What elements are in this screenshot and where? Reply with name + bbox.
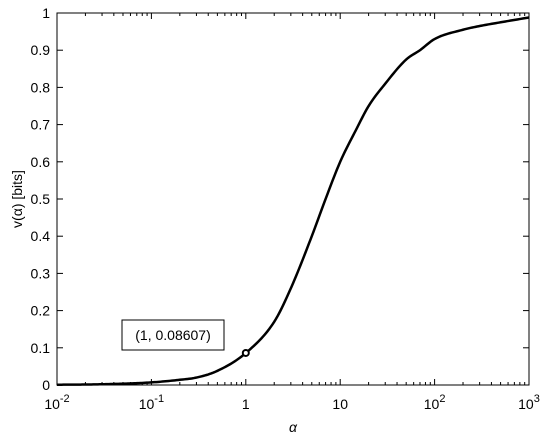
y-tick-label: 0.1 <box>31 340 51 356</box>
x-tick-label: 1 <box>242 396 250 412</box>
y-tick-label: 0.8 <box>31 79 51 95</box>
y-tick-label: 0.4 <box>31 228 51 244</box>
data-tip-text: (1, 0.08607) <box>135 327 211 343</box>
y-tick-label: 0.9 <box>31 42 51 58</box>
y-tick-label: 0.6 <box>31 154 51 170</box>
data-tip-annotation: (1, 0.08607) <box>121 319 225 351</box>
y-tick-label: 0.7 <box>31 117 51 133</box>
y-tick-label: 0.2 <box>31 303 51 319</box>
x-tick-label: 10-1 <box>139 393 164 412</box>
x-tick-label: 102 <box>424 393 446 412</box>
data-point-marker <box>241 348 250 357</box>
y-axis-label: v(α) [bits] <box>9 170 25 228</box>
x-axis-label: α <box>289 419 298 435</box>
y-tick-labels: 0 0.1 0.2 0.3 0.4 0.5 0.6 0.7 0.8 0.9 1 <box>31 5 51 393</box>
y-tick-label: 0.5 <box>31 191 51 207</box>
x-tick-label: 10 <box>332 396 348 412</box>
plot-frame <box>56 12 530 386</box>
series-line <box>56 16 530 386</box>
x-tick-label: 10-2 <box>44 393 69 412</box>
y-tick-label: 0.3 <box>31 265 51 281</box>
data-tip-box <box>121 319 225 351</box>
y-tick-label: 1 <box>42 5 50 21</box>
y-tick-label: 0 <box>42 377 50 393</box>
x-tick-label: 103 <box>518 393 540 412</box>
x-tick-labels: 10-2 10-1 1 10 102 103 <box>44 393 540 412</box>
